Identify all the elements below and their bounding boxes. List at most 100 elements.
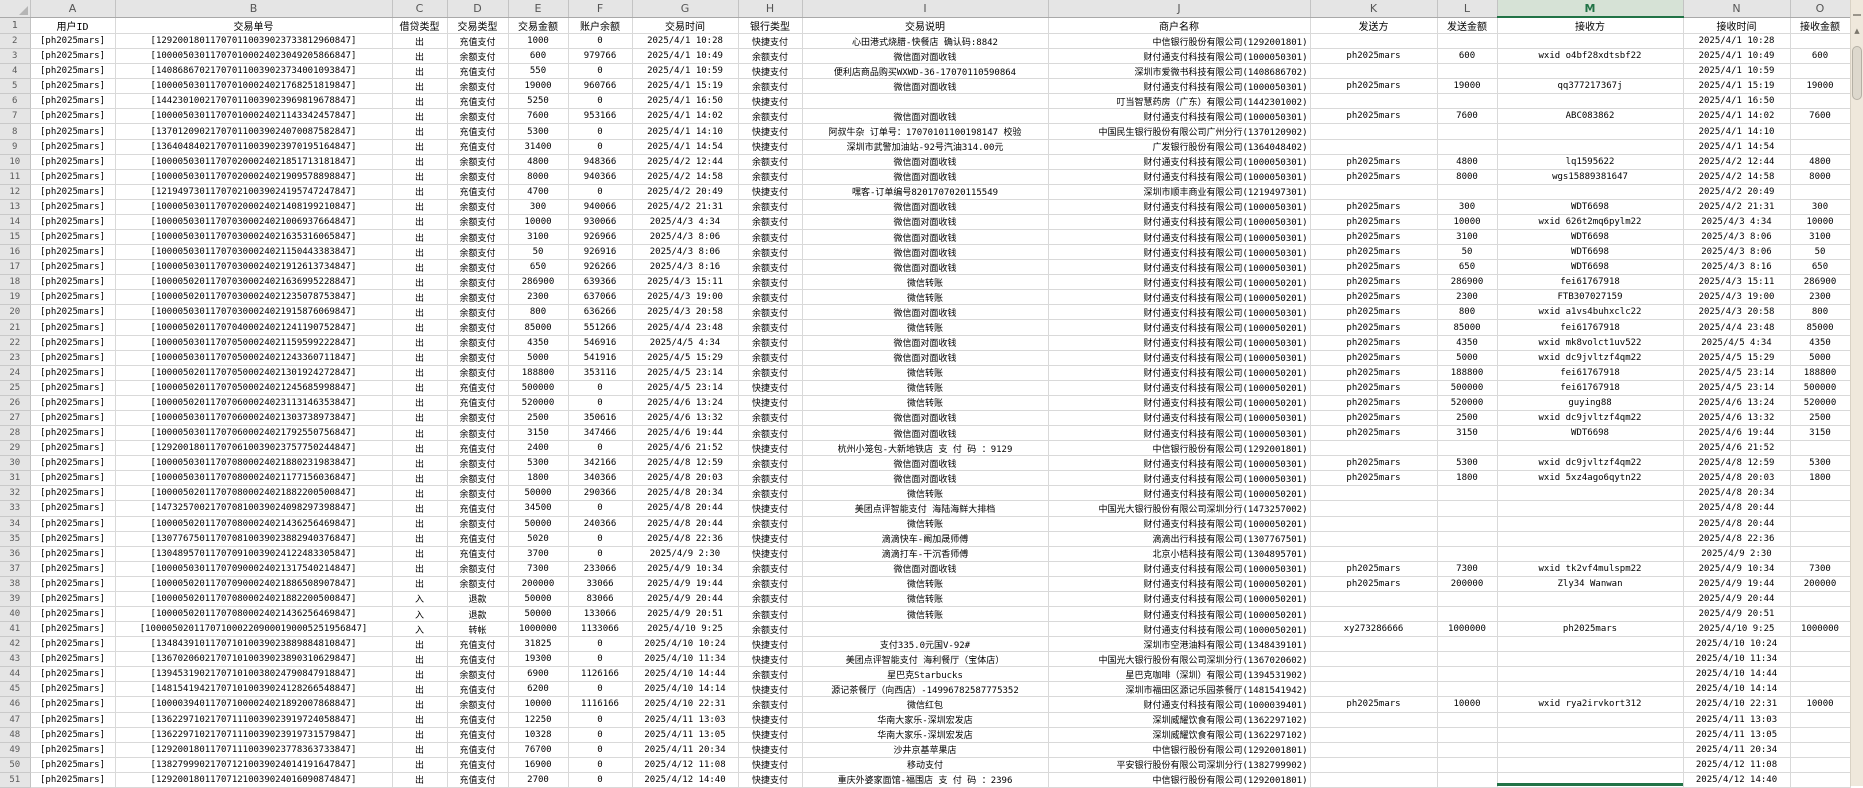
row-number-44[interactable]: 44 — [0, 666, 31, 683]
cell-O18[interactable]: 286900 — [1790, 274, 1851, 291]
cell-D28[interactable]: 余额支付 — [447, 425, 509, 442]
cell-M23[interactable]: wxid dc9jvltzf4qm22 — [1497, 350, 1684, 366]
cell-N51[interactable]: 2025/4/12 14:40 — [1683, 772, 1791, 788]
cell-M2[interactable] — [1497, 33, 1684, 50]
cell-D42[interactable]: 充值支付 — [447, 636, 509, 653]
cell-N21[interactable]: 2025/4/4 23:48 — [1683, 319, 1791, 336]
cell-F45[interactable]: 0 — [568, 681, 633, 698]
cell-G5[interactable]: 2025/4/1 15:19 — [632, 78, 739, 95]
row-number-37[interactable]: 37 — [0, 561, 31, 577]
row-number-30[interactable]: 30 — [0, 455, 31, 472]
cell-F21[interactable]: 551266 — [568, 319, 633, 336]
cell-N33[interactable]: 2025/4/8 20:44 — [1683, 500, 1791, 517]
cell-F24[interactable]: 353116 — [568, 365, 633, 381]
cell-F13[interactable]: 940066 — [568, 199, 633, 215]
cell-H31[interactable]: 余额支付 — [738, 470, 803, 487]
cell-F40[interactable]: 133066 — [568, 606, 633, 623]
cell-F46[interactable]: 1116166 — [568, 696, 633, 713]
cell-I32[interactable]: 微信转账 — [802, 485, 1049, 502]
cell-K41[interactable]: xy273286666 — [1310, 621, 1438, 638]
cell-C20[interactable]: 出 — [392, 304, 448, 321]
cell-G3[interactable]: 2025/4/1 10:49 — [632, 48, 739, 65]
cell-N10[interactable]: 2025/4/2 12:44 — [1683, 154, 1791, 170]
cell-D9[interactable]: 充值支付 — [447, 139, 509, 155]
cell-F38[interactable]: 33066 — [568, 576, 633, 592]
cell-J11[interactable]: 财付通支付科技有限公司(1000050301) — [1048, 169, 1311, 185]
cell-E10[interactable]: 4800 — [508, 154, 569, 170]
cell-A22[interactable]: [ph2025mars] — [30, 335, 116, 351]
cell-L34[interactable] — [1437, 516, 1498, 532]
cell-E2[interactable]: 1000 — [508, 33, 569, 50]
cell-E39[interactable]: 50000 — [508, 591, 569, 607]
cell-A2[interactable]: [ph2025mars] — [30, 33, 116, 50]
cell-O41[interactable]: 1000000 — [1790, 621, 1851, 638]
row-number-17[interactable]: 17 — [0, 259, 31, 276]
cell-J50[interactable]: 平安银行股份有限公司深圳分行(1382799902) — [1048, 757, 1311, 773]
cell-N25[interactable]: 2025/4/5 23:14 — [1683, 380, 1791, 396]
cell-O20[interactable]: 800 — [1790, 304, 1851, 321]
cell-K28[interactable]: ph2025mars — [1310, 425, 1438, 442]
cell-A47[interactable]: [ph2025mars] — [30, 712, 116, 728]
cell-L24[interactable]: 188800 — [1437, 365, 1498, 381]
cell-E47[interactable]: 12250 — [508, 712, 569, 728]
cell-D43[interactable]: 充值支付 — [447, 651, 509, 668]
cell-O15[interactable]: 3100 — [1790, 229, 1851, 246]
cell-O9[interactable] — [1790, 139, 1851, 155]
cell-L10[interactable]: 4800 — [1437, 154, 1498, 170]
cell-B7[interactable]: [100005030117070100024021143342457847] — [115, 108, 393, 125]
cell-L13[interactable]: 300 — [1437, 199, 1498, 215]
cell-E23[interactable]: 5000 — [508, 350, 569, 366]
cell-F25[interactable]: 0 — [568, 380, 633, 396]
cell-J44[interactable]: 星巴克咖啡（深圳）有限公司(1394531902) — [1048, 666, 1311, 683]
cell-B32[interactable]: [100005020117070800024021882200500847] — [115, 485, 393, 502]
cell-D32[interactable]: 余额支付 — [447, 485, 509, 502]
cell-K24[interactable]: ph2025mars — [1310, 365, 1438, 381]
cell-O28[interactable]: 3150 — [1790, 425, 1851, 442]
column-header-J[interactable]: J — [1048, 0, 1311, 18]
cell-B16[interactable]: [100005030117070300024021150443383847] — [115, 244, 393, 261]
cell-M3[interactable]: wxid o4bf28xdtsbf22 — [1497, 48, 1684, 65]
cell-J41[interactable]: 财付通支付科技有限公司(1000050201) — [1048, 621, 1311, 638]
cell-C49[interactable]: 出 — [392, 742, 448, 758]
row-number-5[interactable]: 5 — [0, 78, 31, 95]
cell-A19[interactable]: [ph2025mars] — [30, 289, 116, 306]
cell-B24[interactable]: [100005020117070500024021301924272847] — [115, 365, 393, 381]
cell-N12[interactable]: 2025/4/2 20:49 — [1683, 184, 1791, 200]
cell-O47[interactable] — [1790, 712, 1851, 728]
row-number-50[interactable]: 50 — [0, 757, 31, 773]
cell-A15[interactable]: [ph2025mars] — [30, 229, 116, 246]
cell-G13[interactable]: 2025/4/2 21:31 — [632, 199, 739, 215]
cell-J24[interactable]: 财付通支付科技有限公司(1000050201) — [1048, 365, 1311, 381]
cell-O3[interactable]: 600 — [1790, 48, 1851, 65]
cell-B45[interactable]: [148154194217071010039024128266548847] — [115, 681, 393, 698]
cell-F50[interactable]: 0 — [568, 757, 633, 773]
cell-L11[interactable]: 8000 — [1437, 169, 1498, 185]
cell-A11[interactable]: [ph2025mars] — [30, 169, 116, 185]
cell-I45[interactable]: 源记茶餐厅（向西店）-14996782587775352 — [802, 681, 1049, 698]
cell-E42[interactable]: 31825 — [508, 636, 569, 653]
cell-A4[interactable]: [ph2025mars] — [30, 63, 116, 80]
cell-D47[interactable]: 充值支付 — [447, 712, 509, 728]
cell-I39[interactable]: 微信转账 — [802, 591, 1049, 607]
cell-I19[interactable]: 微信转账 — [802, 289, 1049, 306]
cell-E51[interactable]: 2700 — [508, 772, 569, 788]
cell-C18[interactable]: 出 — [392, 274, 448, 291]
cell-I8[interactable]: 阿叔牛杂 订单号：17070101100198147 校验 — [802, 123, 1049, 140]
cell-F2[interactable]: 0 — [568, 33, 633, 50]
cell-M6[interactable] — [1497, 93, 1684, 110]
cell-J45[interactable]: 深圳市福田区源记乐园茶餐厅(1481541942) — [1048, 681, 1311, 698]
cell-I33[interactable]: 美团点评智能支付 海陆海鲜大排档 — [802, 500, 1049, 517]
cell-C6[interactable]: 出 — [392, 93, 448, 110]
cell-K11[interactable]: ph2025mars — [1310, 169, 1438, 185]
cell-E43[interactable]: 19300 — [508, 651, 569, 668]
cell-N19[interactable]: 2025/4/3 19:00 — [1683, 289, 1791, 306]
cell-N5[interactable]: 2025/4/1 15:19 — [1683, 78, 1791, 95]
cell-L38[interactable]: 200000 — [1437, 576, 1498, 592]
column-title-H[interactable]: 银行类型 — [738, 17, 803, 34]
cell-D29[interactable]: 充值支付 — [447, 440, 509, 457]
cell-L2[interactable] — [1437, 33, 1498, 50]
cell-A35[interactable]: [ph2025mars] — [30, 531, 116, 547]
cell-H14[interactable]: 余额支付 — [738, 214, 803, 231]
cell-K10[interactable]: ph2025mars — [1310, 154, 1438, 170]
cell-B33[interactable]: [147325700217070810039024098297398847] — [115, 500, 393, 517]
